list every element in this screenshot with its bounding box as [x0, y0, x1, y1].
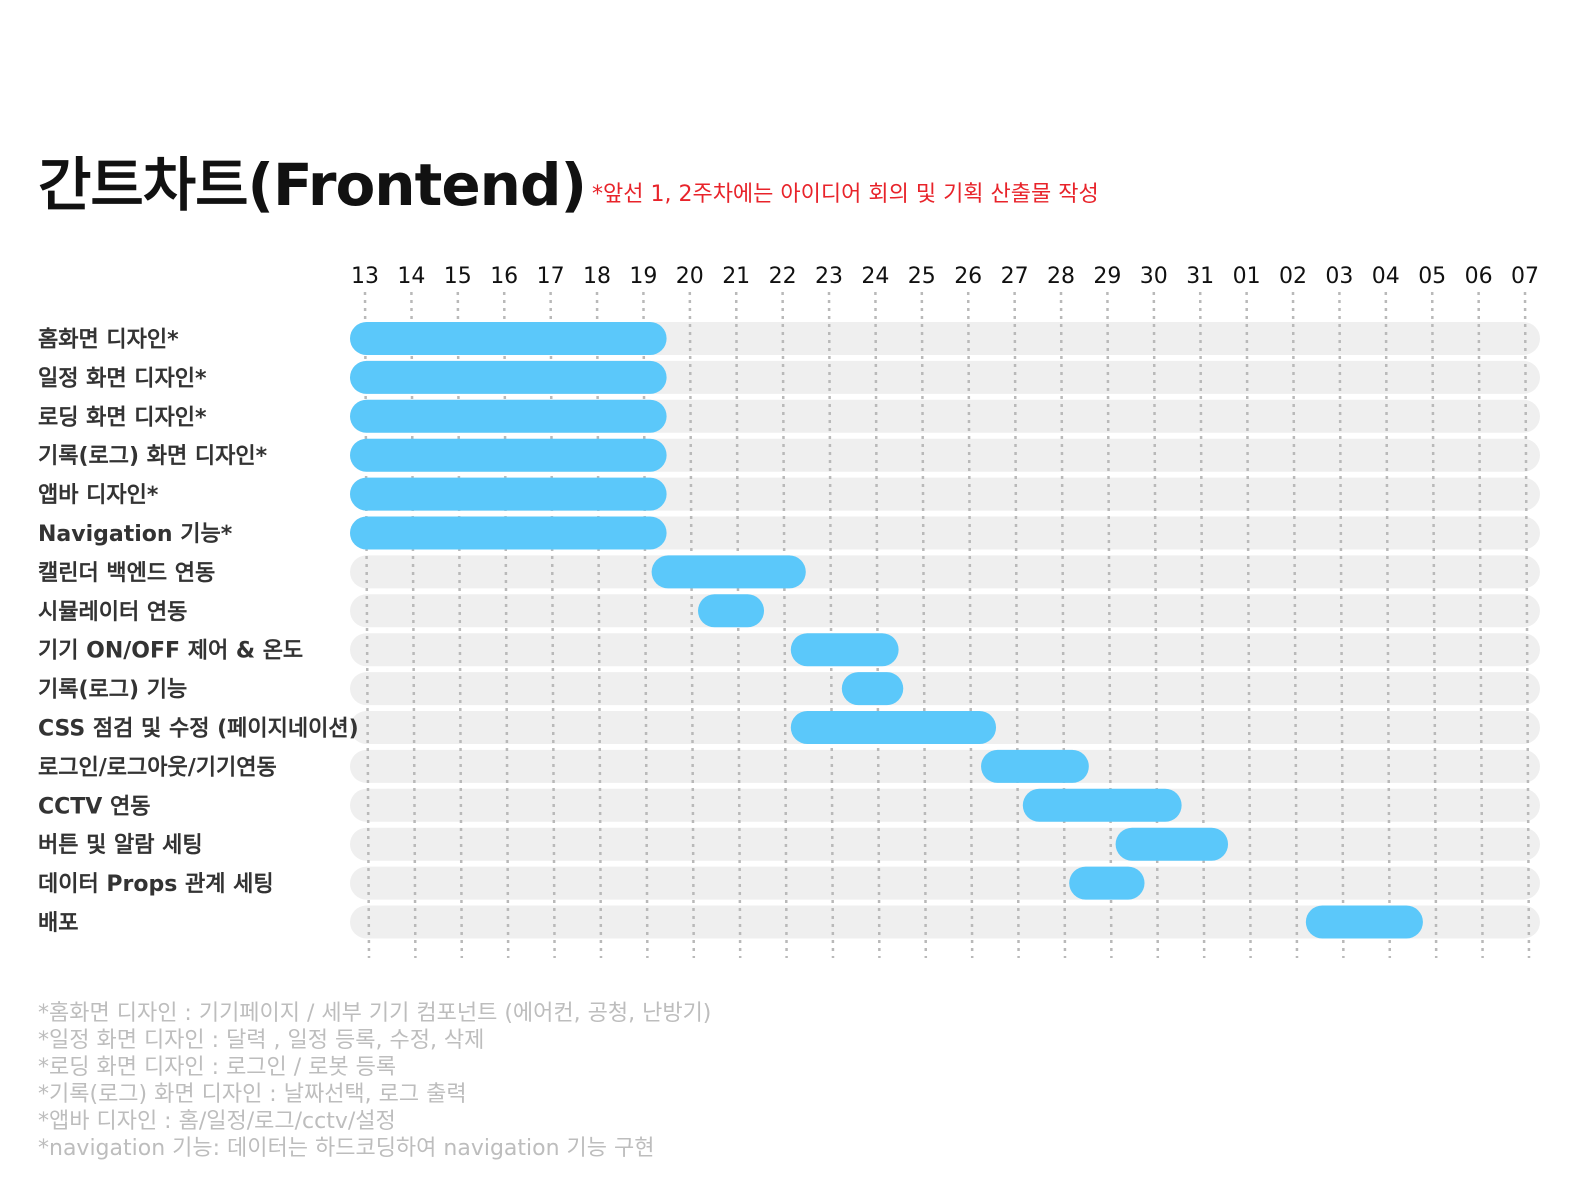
task-bar	[350, 438, 667, 472]
day-label: 18	[583, 264, 611, 289]
task-bar	[790, 633, 899, 667]
task-bar	[698, 594, 765, 628]
day-label: 25	[908, 264, 936, 289]
task-bar	[350, 322, 667, 355]
day-label: 31	[1186, 264, 1214, 289]
task-labels: 홈화면 디자인* 일정 화면 디자인* 로딩 화면 디자인* 기록(로그) 화면 디자…	[38, 328, 359, 937]
task-label: 시뮬레이터 연동	[38, 600, 187, 625]
note-line: *기록(로그) 화면 디자인 : 날짜선택, 로그 출력	[38, 1082, 467, 1107]
task-label: 로그인/로그아웃/기기연동	[38, 755, 277, 780]
task-bar	[790, 711, 997, 744]
task-label: 앱바 디자인*	[38, 483, 159, 508]
task-label: 기록(로그) 기능	[38, 678, 187, 703]
task-bar	[350, 516, 667, 550]
row-track	[350, 749, 1540, 783]
row-track	[350, 905, 1540, 939]
gantt-chart: 13 14 15 16 17 18 19 20 21 22 23 24 25 26 27 28 29 30 31 01…	[38, 264, 1540, 959]
note-line: *홈화면 디자인 : 기기페이지 / 세부 기기 컴포넌트 (에어컨, 공청, …	[38, 1001, 712, 1026]
task-label: 기기 ON/OFF 제어 & 온도	[38, 639, 303, 664]
notes-block: *홈화면 디자인 : 기기페이지 / 세부 기기 컴포넌트 (에어컨, 공청, …	[38, 1000, 711, 1162]
page-title: 간트차트(Frontend)	[38, 151, 587, 219]
day-label: 26	[954, 264, 982, 289]
row-track	[350, 594, 1540, 628]
note-line: *일정 화면 디자인 : 달력 , 일정 등록, 수정, 삭제	[38, 1028, 485, 1053]
task-label: 배포	[38, 911, 78, 936]
task-label: 버튼 및 알람 세팅	[38, 833, 203, 858]
task-label: 홈화면 디자인*	[38, 328, 179, 353]
day-label: 05	[1418, 264, 1446, 289]
day-label: 22	[769, 264, 797, 289]
day-label: 01	[1233, 264, 1261, 289]
note-line: *앱바 디자인 : 홈/일정/로그/cctv/설정	[38, 1109, 396, 1134]
task-bars	[350, 322, 1423, 939]
task-bar	[350, 477, 667, 511]
note-line: *navigation 기능: 데이터는 하드코딩하여 navigation 기…	[38, 1136, 655, 1161]
day-label: 07	[1511, 264, 1539, 289]
row-track	[350, 633, 1540, 667]
task-bar	[1069, 866, 1145, 900]
day-label: 03	[1325, 264, 1353, 289]
task-bar	[350, 399, 667, 433]
day-label: 16	[490, 264, 518, 289]
task-label: 캘린더 백엔드 연동	[38, 561, 215, 586]
row-track	[350, 866, 1540, 900]
task-label: 로딩 화면 디자인*	[38, 405, 207, 430]
row-track	[350, 555, 1540, 589]
task-bar	[1115, 827, 1229, 861]
task-bar	[981, 749, 1089, 783]
row-track	[350, 672, 1540, 706]
day-label: 06	[1465, 264, 1493, 289]
task-bar	[841, 672, 904, 706]
day-label: 17	[537, 264, 565, 289]
day-label: 29	[1093, 264, 1121, 289]
task-label: CSS 점검 및 수정 (페이지네이션)	[38, 717, 359, 742]
task-label: 일정 화면 디자인*	[38, 366, 207, 391]
page-subtitle-note: *앞선 1, 2주차에는 아이디어 회의 및 기획 산출물 작성	[592, 182, 1099, 207]
day-label: 28	[1047, 264, 1075, 289]
task-bar	[350, 360, 667, 394]
task-label: Navigation 기능*	[38, 522, 233, 547]
day-label: 13	[351, 264, 379, 289]
day-label: 24	[861, 264, 889, 289]
day-label: 20	[676, 264, 704, 289]
task-bar	[1305, 905, 1423, 939]
day-label: 27	[1001, 264, 1029, 289]
day-label: 19	[629, 264, 657, 289]
task-label: 기록(로그) 화면 디자인*	[38, 444, 268, 469]
day-label: 23	[815, 264, 843, 289]
row-track	[350, 788, 1540, 822]
task-label: 데이터 Props 관계 세팅	[38, 872, 274, 897]
day-label: 21	[722, 264, 750, 289]
day-label: 02	[1279, 264, 1307, 289]
day-label: 14	[397, 264, 425, 289]
row-track	[350, 827, 1540, 861]
task-bar	[651, 555, 806, 589]
note-line: *로딩 화면 디자인 : 로그인 / 로봇 등록	[38, 1055, 397, 1080]
day-axis-labels: 13 14 15 16 17 18 19 20 21 22 23 24 25 26 27 28 29 30 31 01…	[351, 264, 1539, 289]
day-label: 15	[444, 264, 472, 289]
task-label: CCTV 연동	[38, 794, 150, 819]
task-bar	[1022, 788, 1182, 822]
day-label: 04	[1372, 264, 1400, 289]
day-label: 30	[1140, 264, 1168, 289]
